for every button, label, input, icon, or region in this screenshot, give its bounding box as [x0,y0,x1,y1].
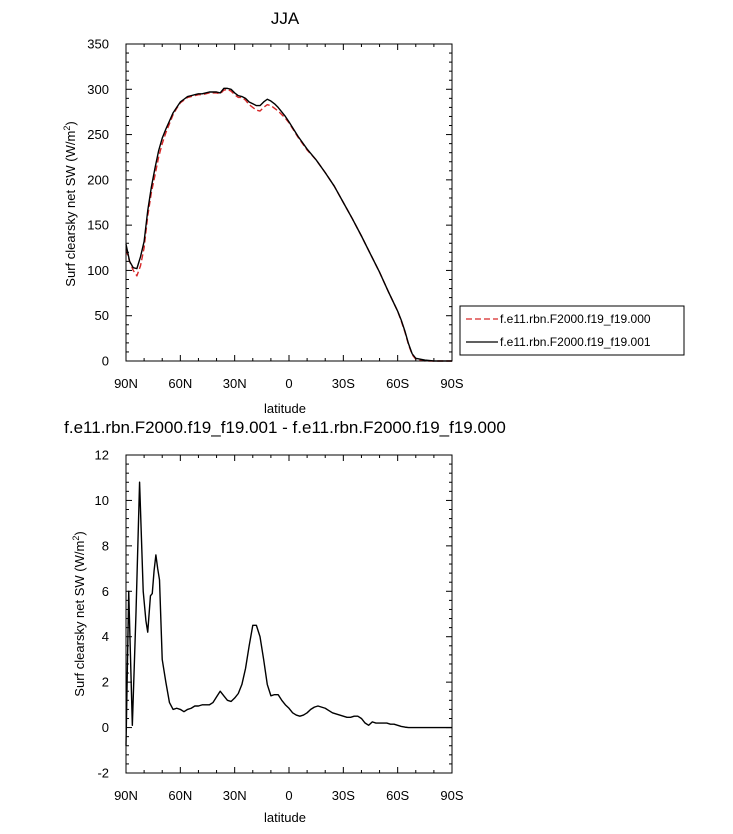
legend-label-series-2: f.e11.rbn.F2000.f19_f19.001 [500,335,651,349]
chart-1-xtick-label: 90N [114,376,138,391]
chart-2-ylabel-main: Surf clearsky net SW (W/m [72,541,87,697]
chart-2-xtick-label: 90N [114,788,138,803]
chart-1-ytick-label: 150 [87,218,109,233]
chart-2-ylabel-end: ) [72,531,87,535]
chart-1-xtick-label: 90S [440,376,463,391]
chart-2-ytick-label: 12 [95,448,109,463]
chart-1-series-1-line [125,88,452,362]
chart-2-xtick-label: 60N [168,788,192,803]
chart-2-ytick-label: 6 [102,584,109,599]
chart-2-series-1-line [125,481,452,746]
chart-1-ytick-label: 250 [87,127,109,142]
chart-1-xtick-label: 30N [223,376,247,391]
chart-1-ytick-label: 50 [95,308,109,323]
chart-1-ylabel: Surf clearsky net SW (W/m2) [62,121,78,286]
chart-2-ytick-label: -2 [97,766,109,781]
chart-2-xtick-label: 30N [223,788,247,803]
chart-2-xtick-label: 30S [332,788,355,803]
chart-1-ytick-label: 300 [87,82,109,97]
chart-1-plot-frame [125,43,453,362]
chart-1-xtick-label: 30S [332,376,355,391]
chart-1-xtick-label: 60N [168,376,192,391]
chart-2-xtick-label: 90S [440,788,463,803]
chart-2-xtick-label: 0 [285,788,292,803]
chart-2-ylabel-sup: 2 [71,536,81,541]
chart-2-ylabel: Surf clearsky net SW (W/m2) [71,531,87,696]
chart-2-xlabel: latitude [264,810,306,825]
legend-label-series-1: f.e11.rbn.F2000.f19_f19.000 [500,312,651,326]
chart-1-ylabel-sup: 2 [62,126,72,131]
chart-1-legend: f.e11.rbn.F2000.f19_f19.000 f.e11.rbn.F2… [459,305,685,356]
chart-1-series-2-line [125,87,452,362]
chart-2-xtick-label: 60S [386,788,409,803]
chart-2-plot-frame [125,454,453,774]
chart-1-ytick-label: 350 [87,37,109,52]
chart-2-ytick-label: 4 [102,629,109,644]
chart-1-ytick-label: 100 [87,263,109,278]
chart-1-xtick-label: 0 [285,376,292,391]
chart-1-xtick-label: 60S [386,376,409,391]
chart-1-title: JJA [271,9,300,28]
chart-2-ytick-label: 10 [95,493,109,508]
chart-2-title: f.e11.rbn.F2000.f19_f19.001 - f.e11.rbn.… [64,418,506,437]
chart-2-ytick-label: 2 [102,675,109,690]
chart-2-ytick-label: 0 [102,720,109,735]
chart-2-ytick-label: 8 [102,538,109,553]
chart-1-ytick-label: 0 [102,354,109,369]
chart-1-ytick-label: 200 [87,172,109,187]
chart-1-ylabel-main: Surf clearsky net SW (W/m [63,131,78,287]
chart-1-ylabel-end: ) [63,121,78,125]
chart-1-xlabel: latitude [264,401,306,416]
legend-box [459,305,685,356]
